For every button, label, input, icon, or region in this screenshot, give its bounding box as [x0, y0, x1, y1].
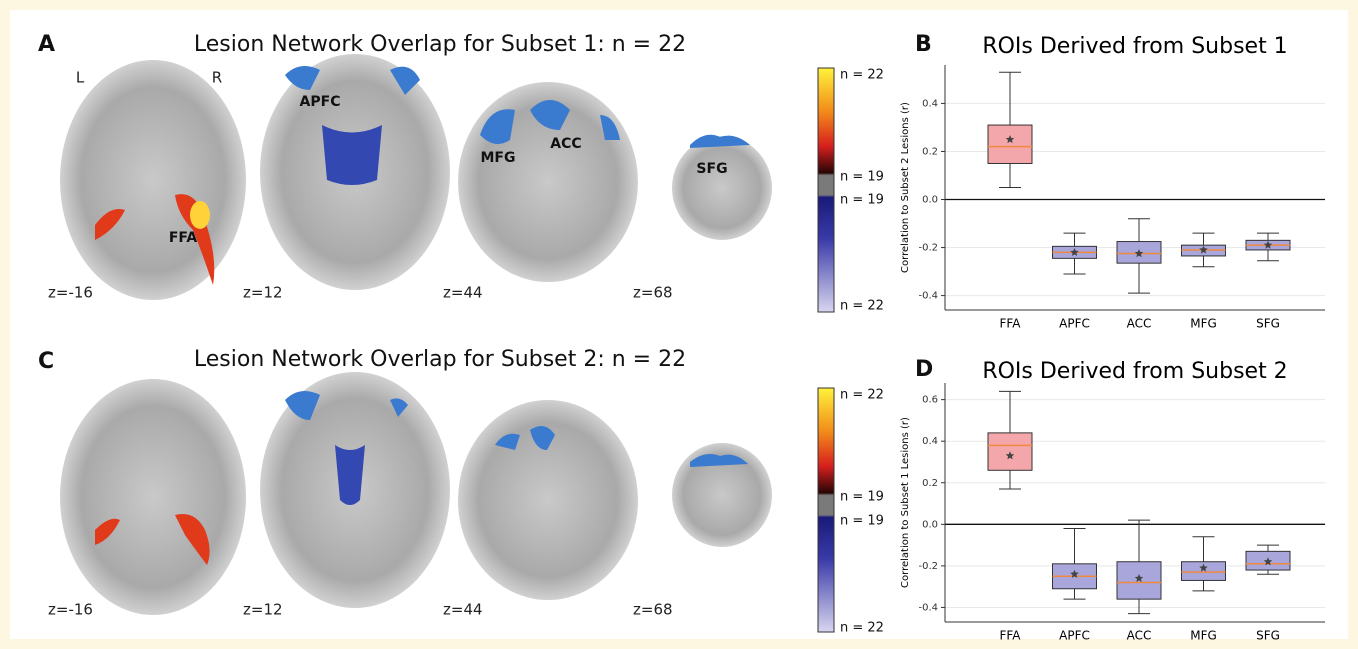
colorbar	[818, 68, 834, 312]
orientation-label: L	[76, 69, 85, 87]
box	[1117, 562, 1161, 599]
colorbar-label: n = 22	[840, 621, 884, 636]
colorbar-label: n = 19	[840, 193, 884, 208]
slice-label: z=44	[443, 601, 483, 619]
panel-letter: C	[38, 349, 54, 374]
y-tick-label: -0.2	[918, 561, 938, 572]
y-tick-label: 0.6	[922, 395, 938, 406]
panel-letter: B	[915, 32, 932, 57]
chart-title: ROIs Derived from Subset 2	[982, 359, 1287, 384]
x-tick-label: APFC	[1059, 317, 1090, 331]
x-tick-label: MFG	[1190, 317, 1217, 331]
colorbar-label: n = 19	[840, 514, 884, 529]
y-axis-label: Correlation to Subset 1 Lesions (r)	[900, 417, 911, 588]
colorbar-label: n = 22	[840, 68, 884, 83]
x-tick-label: FFA	[1000, 629, 1022, 643]
y-tick-label: -0.2	[918, 243, 938, 254]
x-tick-label: FFA	[1000, 317, 1022, 331]
slice-label: z=12	[243, 601, 283, 619]
colorbar	[818, 388, 834, 632]
x-tick-label: SFG	[1256, 629, 1280, 643]
x-tick-label: SFG	[1256, 317, 1280, 331]
y-tick-label: -0.4	[918, 602, 938, 613]
x-tick-label: ACC	[1127, 317, 1152, 331]
panel-letter: D	[915, 357, 933, 382]
region-label: MFG	[481, 150, 516, 166]
region-label: SFG	[696, 161, 727, 177]
box	[988, 125, 1032, 163]
x-tick-label: MFG	[1190, 629, 1217, 643]
y-tick-label: 0.0	[922, 519, 938, 530]
colorbar-label: n = 22	[840, 299, 884, 314]
slice-label: z=-16	[48, 601, 93, 619]
figure: A Lesion Network Overlap for Subset 1: n…	[0, 0, 1358, 649]
chart-title: ROIs Derived from Subset 1	[982, 34, 1287, 59]
slice-label: z=44	[443, 284, 483, 302]
slice-label: z=12	[243, 284, 283, 302]
y-tick-label: 0.2	[922, 146, 938, 157]
region-label: APFC	[300, 94, 341, 110]
x-tick-label: ACC	[1127, 629, 1152, 643]
panel-title: Lesion Network Overlap for Subset 2: n =…	[194, 347, 686, 372]
y-tick-label: 0.2	[922, 478, 938, 489]
y-axis-label: Correlation to Subset 2 Lesions (r)	[900, 102, 911, 273]
slice-label: z=-16	[48, 284, 93, 302]
x-tick-label: APFC	[1059, 629, 1090, 643]
panel-title: Lesion Network Overlap for Subset 1: n =…	[194, 32, 686, 57]
y-tick-label: 0.4	[922, 98, 938, 109]
orientation-label: R	[212, 69, 222, 87]
y-tick-label: 0.4	[922, 436, 938, 447]
slice-label: z=68	[633, 601, 673, 619]
colorbar-label: n = 19	[840, 490, 884, 505]
region-label: ACC	[550, 136, 581, 152]
y-tick-label: 0.0	[922, 195, 938, 206]
panel-letter: A	[38, 32, 55, 57]
colorbar-label: n = 22	[840, 388, 884, 403]
colorbar-label: n = 19	[840, 170, 884, 185]
slice-label: z=68	[633, 284, 673, 302]
region-label: FFA	[169, 230, 198, 246]
y-tick-label: -0.4	[918, 291, 938, 302]
